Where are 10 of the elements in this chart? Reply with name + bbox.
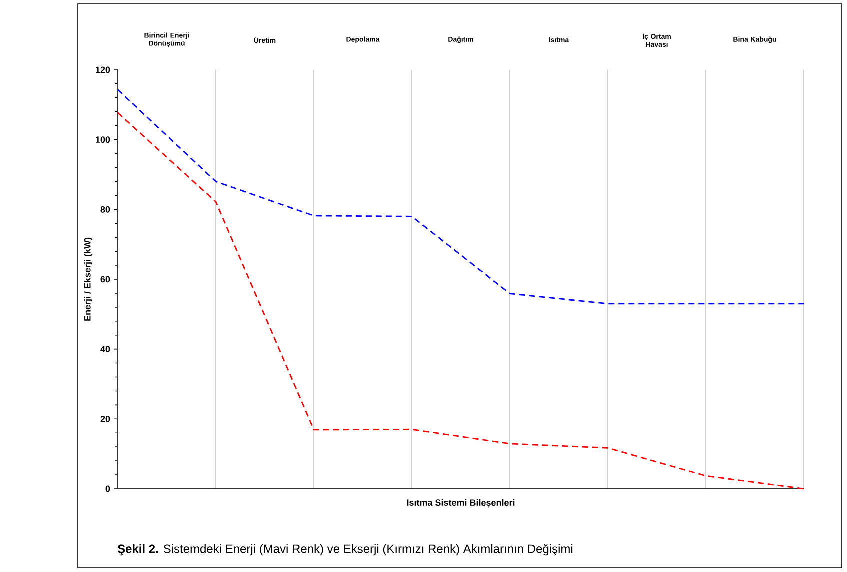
y-tick-label: 0	[106, 486, 110, 492]
y-tick-label: 80	[100, 206, 110, 213]
y-tick-label: 40	[100, 346, 110, 353]
y-axis-title: Enerji / Ekserji (kW)	[84, 238, 93, 321]
x-axis-title: Isıtma Sistemi Bileşenleri	[407, 499, 515, 508]
y-tick-label: 20	[100, 416, 110, 422]
text: Şekil 2. Sistemdeki Enerji (Mavi Renk) ve Ekserji (Kırmızı Renk) Akımlarının Değişimi	[118, 544, 573, 556]
y-tick-label: 120	[96, 66, 110, 74]
y-tick-label: 100	[96, 136, 110, 144]
y-tick-label: 60	[100, 276, 110, 283]
